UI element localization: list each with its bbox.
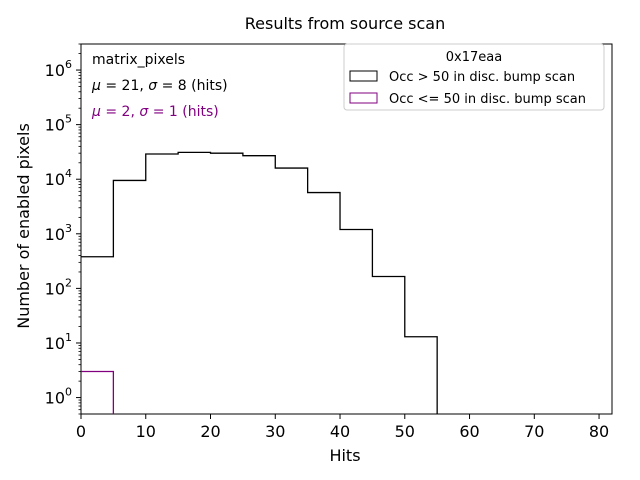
y-tick-label: 101	[45, 331, 72, 353]
x-tick-label: 50	[395, 422, 415, 441]
x-tick-label: 30	[265, 422, 285, 441]
chart-title: Results from source scan	[245, 14, 445, 33]
y-tick-label: 102	[45, 276, 72, 298]
x-tick-label: 10	[136, 422, 156, 441]
series-group	[81, 151, 438, 414]
x-tick-label: 80	[589, 422, 609, 441]
y-tick-label: 103	[45, 222, 72, 244]
legend-entry-purple: Occ <= 50 in disc. bump scan	[389, 92, 586, 107]
x-axis-ticks: 0 10 20 30 40 50 60 70 80	[76, 414, 609, 441]
y-tick-label: 106	[45, 58, 72, 80]
stats-annotations: matrix_pixels μ = 21, σ = 8 (hits) μ = 2…	[91, 52, 228, 120]
y-axis-ticks: 100 101 102 103 104 105 106	[45, 43, 81, 415]
legend: 0x17eaa Occ > 50 in disc. bump scan Occ …	[343, 43, 605, 111]
y-tick-label: 104	[45, 167, 72, 189]
plot-area: 0 10 20 30 40 50 60 70 80 100101102103104105106 …	[45, 43, 613, 441]
y-axis-label: Number of enabled pixels	[14, 123, 33, 329]
series-line-0	[81, 151, 438, 414]
annotation-stat-purple: μ = 2, σ = 1 (hits)	[91, 104, 219, 120]
x-tick-label: 20	[200, 422, 220, 441]
y-tick-label: 100	[45, 386, 72, 408]
y-tick-label: 105	[45, 113, 72, 135]
legend-swatch-black	[349, 70, 378, 82]
x-axis-label: Hits	[329, 446, 360, 465]
legend-swatch-purple	[349, 92, 378, 104]
series-line-1	[81, 370, 115, 414]
legend-entry-black: Occ > 50 in disc. bump scan	[389, 70, 575, 85]
x-tick-label: 0	[76, 422, 86, 441]
legend-title: 0x17eaa	[446, 50, 502, 65]
legend-box	[343, 43, 605, 111]
x-tick-label: 40	[330, 422, 350, 441]
x-tick-label: 60	[459, 422, 479, 441]
annotation-stat-black: μ = 21, σ = 8 (hits)	[91, 78, 228, 94]
annotation-label: matrix_pixels	[92, 52, 185, 68]
x-tick-label: 70	[524, 422, 544, 441]
